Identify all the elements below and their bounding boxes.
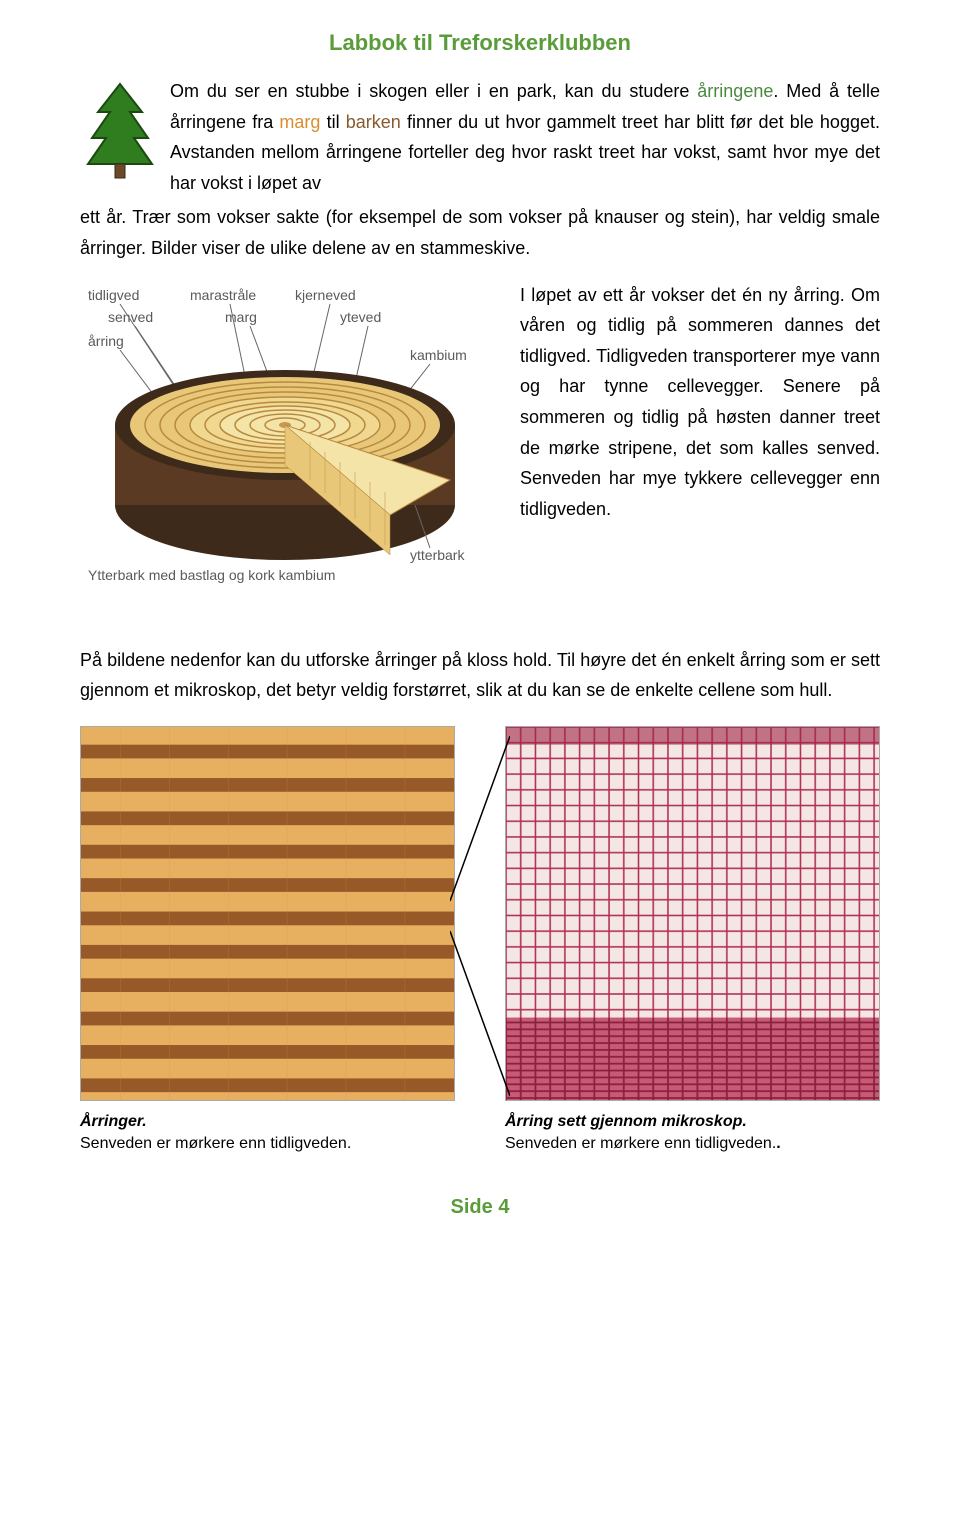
label-kambium: kambium (410, 347, 467, 363)
below-paragraph: På bildene nedenfor kan du utforske årri… (80, 645, 880, 706)
caption-right-text: Senveden er mørkere enn tidligveden.. (505, 1133, 880, 1155)
page-footer: Side 4 (80, 1196, 880, 1219)
label-yteved: yteved (340, 309, 381, 325)
caption-row: Årringer. Senveden er mørkere enn tidlig… (80, 1111, 880, 1156)
page-title: Labbok til Treforskerklubben (80, 30, 880, 56)
tree-icon (80, 80, 160, 185)
caption-left: Årringer. Senveden er mørkere enn tidlig… (80, 1111, 455, 1156)
caption-right: Årring sett gjennom mikroskop. Senveden … (505, 1111, 880, 1156)
tree-cross-section-diagram: tidligved senved årring marastråle marg … (80, 280, 500, 625)
highlight-arringene: årringene (697, 81, 773, 101)
label-tidligved: tidligved (88, 287, 139, 303)
diagram-row: tidligved senved årring marastråle marg … (80, 280, 880, 625)
caption-right-title: Årring sett gjennom mikroskop. (505, 1111, 880, 1133)
intro-text-1a: Om du ser en stubbe i skogen eller i en … (170, 81, 697, 101)
photo-wood-micro (505, 726, 880, 1101)
photo-wood-macro (80, 726, 455, 1101)
label-marastrale: marastråle (190, 287, 256, 303)
intro-paragraph-1: Om du ser en stubbe i skogen eller i en … (170, 76, 880, 198)
caption-left-title: Årringer. (80, 1111, 455, 1133)
label-arring: årring (88, 333, 124, 349)
intro-paragraph-continued: ett år. Trær som vokser sakte (for eksem… (80, 202, 880, 263)
connector-lines (450, 726, 510, 1106)
intro-text-1c: til (320, 112, 345, 132)
label-ytterbark: ytterbark (410, 547, 465, 563)
label-senved: senved (108, 309, 153, 325)
highlight-barken: barken (346, 112, 401, 132)
label-ytterbark-caption-1: Ytterbark med bastlag og kork kambium (88, 567, 335, 583)
caption-left-text: Senveden er mørkere enn tidligveden. (80, 1133, 455, 1155)
highlight-marg: marg (279, 112, 320, 132)
intro-block: Om du ser en stubbe i skogen eller i en … (80, 76, 880, 198)
label-kjerneved: kjerneved (295, 287, 356, 303)
diagram-side-text: I løpet av ett år vokser det én ny årrin… (520, 280, 880, 625)
label-marg: marg (225, 309, 257, 325)
photo-row (80, 726, 880, 1101)
